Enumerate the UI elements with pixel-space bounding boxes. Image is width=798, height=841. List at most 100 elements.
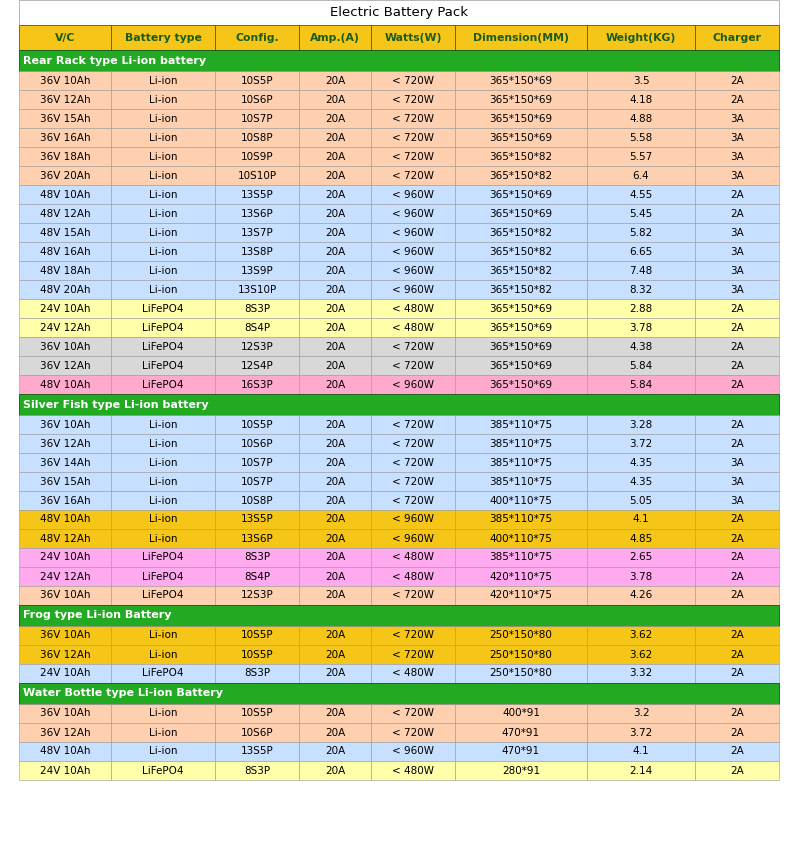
Text: 2A: 2A: [730, 515, 744, 525]
Text: 36V 10Ah: 36V 10Ah: [40, 76, 90, 86]
Bar: [19, 90, 111, 109]
Text: < 960W: < 960W: [392, 515, 434, 525]
Text: 36V 10Ah: 36V 10Ah: [40, 341, 90, 352]
Text: 3A: 3A: [730, 133, 744, 142]
Bar: [695, 337, 779, 356]
Text: 3.5: 3.5: [633, 76, 650, 86]
Bar: [695, 415, 779, 434]
Bar: [695, 223, 779, 242]
Bar: [455, 434, 587, 453]
Bar: [455, 223, 587, 242]
Bar: [215, 453, 299, 472]
Bar: [299, 166, 371, 185]
Text: 36V 15Ah: 36V 15Ah: [40, 477, 90, 486]
Text: Li-ion: Li-ion: [148, 171, 177, 181]
Bar: [695, 242, 779, 261]
Text: 10S6P: 10S6P: [241, 727, 273, 738]
Text: 2A: 2A: [730, 76, 744, 86]
Bar: [587, 261, 695, 280]
Bar: [215, 626, 299, 645]
Text: 2A: 2A: [730, 747, 744, 757]
Bar: [371, 742, 455, 761]
Bar: [19, 375, 111, 394]
Bar: [455, 375, 587, 394]
Bar: [215, 415, 299, 434]
Text: < 960W: < 960W: [392, 266, 434, 276]
Bar: [215, 318, 299, 337]
Text: 8S3P: 8S3P: [244, 765, 270, 775]
Text: 400*110*75: 400*110*75: [489, 533, 552, 543]
Text: 20A: 20A: [325, 379, 345, 389]
Text: 24V 10Ah: 24V 10Ah: [40, 304, 90, 314]
Bar: [455, 204, 587, 223]
Text: 3A: 3A: [730, 477, 744, 486]
Text: LiFePO4: LiFePO4: [142, 553, 184, 563]
Bar: [695, 434, 779, 453]
Bar: [215, 223, 299, 242]
Text: 2A: 2A: [730, 420, 744, 430]
Bar: [215, 586, 299, 605]
Bar: [19, 645, 111, 664]
Bar: [19, 128, 111, 147]
Text: 6.65: 6.65: [630, 246, 653, 257]
Text: 20A: 20A: [325, 304, 345, 314]
Bar: [455, 166, 587, 185]
Text: 4.26: 4.26: [630, 590, 653, 600]
Text: 4.1: 4.1: [633, 515, 650, 525]
Text: 48V 16Ah: 48V 16Ah: [40, 246, 90, 257]
Text: Li-ion: Li-ion: [148, 631, 177, 641]
Bar: [371, 415, 455, 434]
Text: < 480W: < 480W: [392, 304, 434, 314]
Bar: [19, 394, 779, 415]
Bar: [215, 434, 299, 453]
Bar: [455, 626, 587, 645]
Bar: [371, 71, 455, 90]
Text: 20A: 20A: [325, 438, 345, 448]
Bar: [455, 415, 587, 434]
Text: 3.62: 3.62: [630, 649, 653, 659]
Text: 2A: 2A: [730, 304, 744, 314]
Bar: [111, 109, 215, 128]
Bar: [215, 491, 299, 510]
Bar: [371, 761, 455, 780]
Text: 20A: 20A: [325, 133, 345, 142]
Text: < 720W: < 720W: [392, 133, 434, 142]
Text: 20A: 20A: [325, 631, 345, 641]
Bar: [299, 529, 371, 548]
Text: 2A: 2A: [730, 631, 744, 641]
Text: 3.72: 3.72: [630, 438, 653, 448]
Bar: [371, 723, 455, 742]
Text: 3.78: 3.78: [630, 572, 653, 581]
Bar: [695, 491, 779, 510]
Bar: [19, 529, 111, 548]
Text: 10S5P: 10S5P: [241, 708, 273, 718]
Text: 36V 10Ah: 36V 10Ah: [40, 420, 90, 430]
Text: 2A: 2A: [730, 590, 744, 600]
Bar: [215, 204, 299, 223]
Text: Li-ion: Li-ion: [148, 246, 177, 257]
Bar: [299, 704, 371, 723]
Text: Electric Battery Pack: Electric Battery Pack: [330, 6, 468, 19]
Text: 20A: 20A: [325, 322, 345, 332]
Bar: [299, 723, 371, 742]
Text: 2A: 2A: [730, 209, 744, 219]
Text: Frog type Li-ion Battery: Frog type Li-ion Battery: [23, 611, 172, 621]
Bar: [587, 242, 695, 261]
Bar: [455, 529, 587, 548]
Text: 2A: 2A: [730, 669, 744, 679]
Text: 365*150*82: 365*150*82: [489, 266, 552, 276]
Bar: [19, 318, 111, 337]
Bar: [111, 415, 215, 434]
Text: 8S4P: 8S4P: [244, 572, 270, 581]
Text: 2A: 2A: [730, 533, 744, 543]
Text: LiFePO4: LiFePO4: [142, 361, 184, 371]
Bar: [587, 548, 695, 567]
Text: 10S7P: 10S7P: [241, 458, 273, 468]
Text: 5.58: 5.58: [630, 133, 653, 142]
Bar: [587, 645, 695, 664]
Text: 8S3P: 8S3P: [244, 669, 270, 679]
Bar: [695, 318, 779, 337]
Text: 365*150*69: 365*150*69: [489, 209, 552, 219]
Bar: [19, 415, 111, 434]
Bar: [455, 548, 587, 567]
